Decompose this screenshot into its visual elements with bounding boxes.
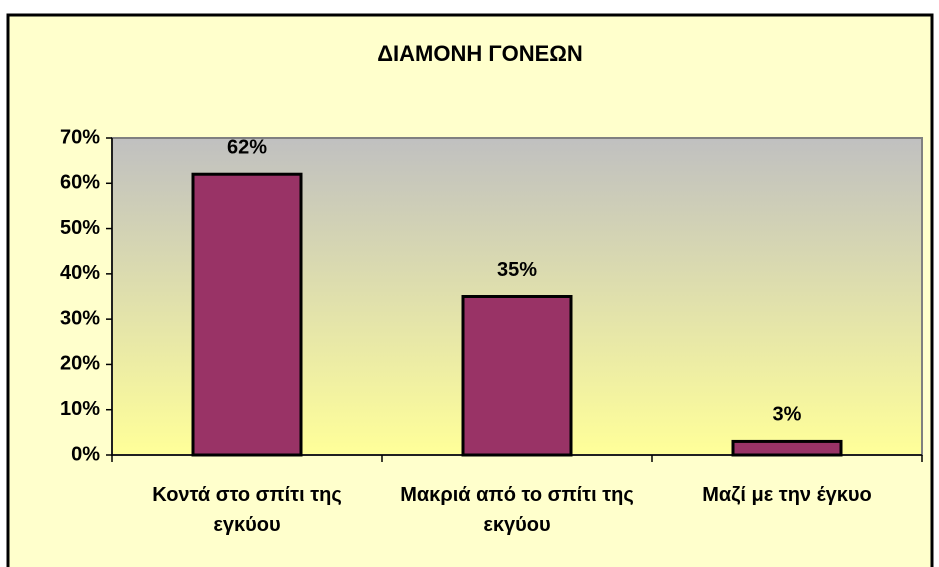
y-tick-label: 60% [60,172,100,194]
bar [731,439,843,457]
data-label: 35% [497,259,537,281]
y-tick-label: 70% [60,126,100,148]
y-tick-label: 50% [60,217,100,239]
y-tick-label: 40% [60,262,100,284]
data-label: 62% [227,137,267,159]
y-tick-label: 0% [71,443,100,465]
bar [191,172,303,457]
y-tick-label: 30% [60,307,100,329]
y-tick-label: 10% [60,398,100,420]
y-tick-label: 20% [60,353,100,375]
x-tick-label: Μαζί με την έγκυο [702,484,872,506]
chart-title: ΔΙΑΜΟΝΗ ΓΟΝΕΩΝ [377,41,583,66]
bar [461,295,573,457]
data-label: 3% [773,404,802,426]
x-tick-label: Μακριά από το σπίτι της εκγύου [400,484,634,536]
x-tick-label: Κοντά στο σπίτι της εγκύου [152,484,342,536]
